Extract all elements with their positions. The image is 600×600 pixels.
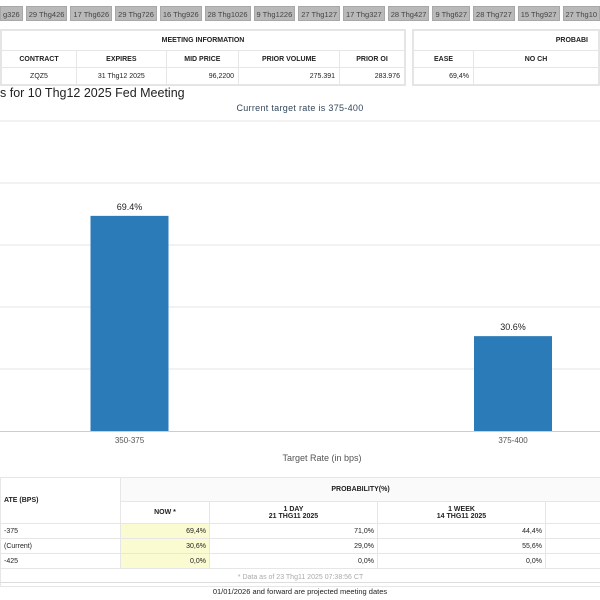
contract-value: ZQZ5 [1,67,77,85]
meeting-tab[interactable]: 29 Thg726 [115,6,157,21]
mid-price-value: 96,2200 [165,67,240,85]
x-axis-label: Target Rate (in bps) [282,453,361,463]
rate-cell: (Current) [0,538,121,554]
meeting-tab[interactable]: 9 Thg627 [432,6,471,21]
meeting-tab[interactable]: 27 Thg127 [298,6,340,21]
week-cell: 44,4% [377,523,546,539]
meeting-info-panel: MEETING INFORMATION CONTRACT EXPIRES MID P… [0,29,406,86]
probability-panel: PROBABI EASE NO CH 69,4% [412,29,600,86]
chart-title: s for 10 Thg12 2025 Fed Meeting [0,86,185,100]
col-1week-date: 14 THG11 2025 [436,512,487,520]
col-now: NOW * [120,501,210,524]
col-1day-date: 21 THG11 2025 [268,512,319,520]
meeting-tab[interactable]: 28 Thg1026 [204,6,251,21]
meeting-tab[interactable]: 28 Thg427 [387,6,430,21]
data-label: 69.4% [117,202,143,212]
day-cell: 0,0% [209,553,378,569]
meeting-tab[interactable]: 17 Thg626 [70,6,113,21]
meeting-tab[interactable]: 9 Thg1226 [253,6,296,21]
bar [474,336,552,431]
table-row: -375 69,4% 71,0% 44,4% [0,523,600,539]
expires-value: 31 Thg12 2025 [76,67,167,85]
x-tick-label: 375-400 [498,436,528,445]
meeting-tab[interactable]: 17 Thg327 [343,6,385,21]
meeting-tab[interactable]: 29 Thg426 [25,6,68,21]
probability-chart: 69.4% 350-375 30.6% 375-400 Target Rate (in … [0,120,600,463]
day-cell: 29,0% [209,538,378,554]
rate-header: ATE (BPS) [0,477,121,524]
footer-note: 01/01/2026 and forward are projected mee… [0,582,600,596]
day-cell: 71,0% [209,523,378,539]
meeting-tab[interactable]: 15 Thg927 [517,6,560,21]
table-row: (Current) 30,6% 29,0% 55,6% [0,538,600,554]
meeting-tab[interactable]: 28 Thg727 [473,6,515,21]
chart-subtitle: Current target rate is 375-400 [236,103,364,113]
prior-volume-value: 275.391 [238,67,341,85]
table-row: -425 0,0% 0,0% 0,0% [0,553,600,569]
meeting-tab[interactable]: 16 Thg926 [159,6,202,21]
probability-table: ATE (BPS) PROBABILITY(%) NOW * 1 DAY 21 T… [0,477,600,587]
bar [90,215,169,431]
prob-header: PROBABILITY(%) [119,477,600,502]
meeting-tab[interactable]: g326 [0,6,23,21]
now-cell: 0,0% [120,553,210,569]
col-1week: 1 WEEK [448,505,475,513]
week-cell: 0,0% [377,553,546,569]
week-cell: 55,6% [377,538,546,554]
no-change-value [473,67,599,85]
rate-cell: -425 [0,553,121,569]
prior-oi-value: 283.976 [339,67,405,85]
now-cell: 69,4% [120,523,210,539]
meeting-tabs: g326 29 Thg426 17 Thg626 29 Thg726 16 Th… [0,6,600,21]
now-cell: 30,6% [120,538,210,554]
data-label: 30.6% [500,322,526,332]
col-1day: 1 DAY [283,505,304,513]
rate-cell: -375 [0,523,121,539]
x-tick-label: 350-375 [115,436,145,445]
